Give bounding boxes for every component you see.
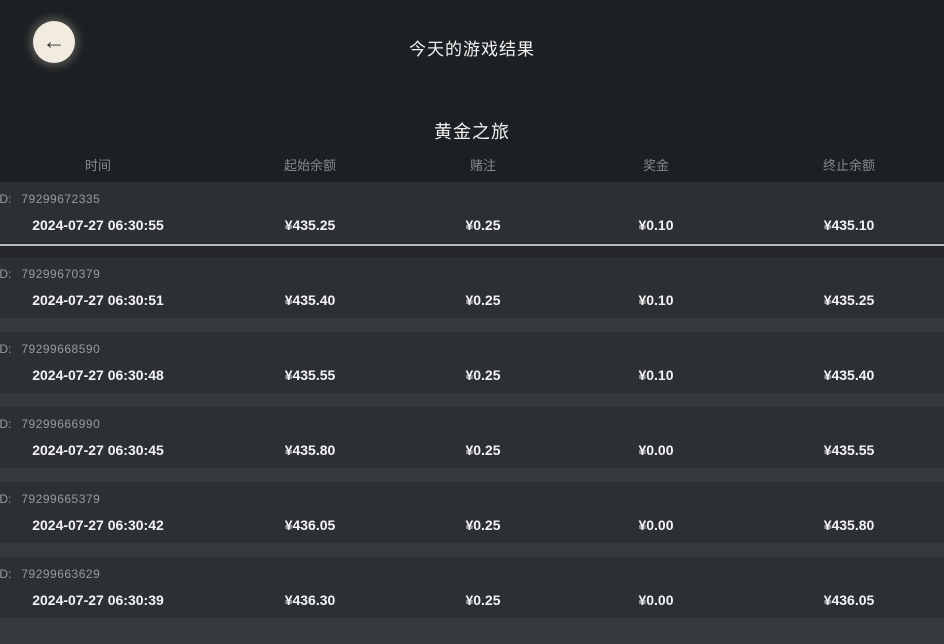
cell-time: 2024-07-27 06:30:48 — [32, 367, 164, 383]
cell-prize: ¥0.00 — [638, 442, 674, 458]
round-id-value: 79299668590 — [21, 342, 101, 356]
cell-end-balance: ¥435.55 — [823, 442, 875, 458]
col-header-time: 时间 — [84, 158, 111, 173]
cell-time: 2024-07-27 06:30:42 — [32, 517, 164, 533]
cell-prize: ¥0.00 — [638, 517, 674, 533]
round-id: ID: 79299666990 — [0, 417, 944, 431]
cell-bet: ¥0.25 — [465, 517, 501, 533]
cell-time: 2024-07-27 06:30:51 — [32, 292, 164, 308]
top-bar: ← 今天的游戏结果 — [0, 0, 944, 86]
horizontal-scrollbar-thumb[interactable] — [0, 244, 944, 246]
cell-bet: ¥0.25 — [465, 217, 501, 233]
round-id-label: ID: — [0, 267, 12, 281]
cell-start-balance: ¥436.05 — [284, 517, 336, 533]
back-button[interactable]: ← — [33, 21, 75, 63]
round-id: ID: 79299672335 — [0, 192, 944, 206]
cell-end-balance: ¥435.10 — [823, 217, 875, 233]
table-row[interactable]: ID: 79299666990 2024-07-27 06:30:45 ¥435.… — [0, 407, 944, 468]
cell-end-balance: ¥435.25 — [823, 292, 875, 308]
round-id-value: 79299663629 — [21, 567, 101, 581]
cell-end-balance: ¥435.40 — [823, 367, 875, 383]
cell-bet: ¥0.25 — [465, 592, 501, 608]
table-row[interactable]: ID: 79299663629 2024-07-27 06:30:39 ¥436.… — [0, 557, 944, 618]
cell-prize: ¥0.10 — [638, 217, 674, 233]
cell-time: 2024-07-27 06:30:45 — [32, 442, 164, 458]
round-id-value: 79299665379 — [21, 492, 101, 506]
round-id-label: ID: — [0, 342, 12, 356]
cell-end-balance: ¥436.05 — [823, 592, 875, 608]
row-separator — [0, 243, 944, 257]
col-header-prize: 奖金 — [642, 158, 669, 173]
round-id-label: ID: — [0, 417, 12, 431]
round-id-label: ID: — [0, 567, 12, 581]
cell-bet: ¥0.25 — [465, 367, 501, 383]
round-id: ID: 79299663629 — [0, 567, 944, 581]
cell-time: 2024-07-27 06:30:39 — [32, 592, 164, 608]
table-row[interactable]: ID: 79299665379 2024-07-27 06:30:42 ¥436.… — [0, 482, 944, 543]
cell-start-balance: ¥435.40 — [284, 292, 336, 308]
cell-prize: ¥0.00 — [638, 592, 674, 608]
round-id: ID: 79299670379 — [0, 267, 944, 281]
cell-prize: ¥0.10 — [638, 367, 674, 383]
round-id-value: 79299670379 — [21, 267, 101, 281]
col-header-bet: 赌注 — [469, 158, 496, 173]
cell-start-balance: ¥436.30 — [284, 592, 336, 608]
table-row[interactable]: ID: 79299672335 2024-07-27 06:30:55 ¥435.… — [0, 182, 944, 243]
round-id-label: ID: — [0, 492, 12, 506]
cell-start-balance: ¥435.25 — [284, 217, 336, 233]
cell-end-balance: ¥435.80 — [823, 517, 875, 533]
col-header-start-balance: 起始余额 — [283, 158, 336, 173]
round-id-value: 79299666990 — [21, 417, 101, 431]
table-row[interactable]: ID: 79299670379 2024-07-27 06:30:51 ¥435.… — [0, 257, 944, 318]
round-id-value: 79299672335 — [21, 192, 101, 206]
table-column-headers: 时间 起始余额 赌注 奖金 终止余额 — [0, 155, 944, 173]
round-id-label: ID: — [0, 192, 12, 206]
col-header-end-balance: 终止余额 — [822, 158, 875, 173]
cell-bet: ¥0.25 — [465, 442, 501, 458]
game-name-title: 黄金之旅 — [434, 122, 510, 142]
cell-time: 2024-07-27 06:30:55 — [32, 217, 164, 233]
round-id: ID: 79299665379 — [0, 492, 944, 506]
table-row[interactable]: ID: 79299668590 2024-07-27 06:30:48 ¥435.… — [0, 332, 944, 393]
arrow-left-icon: ← — [42, 27, 66, 54]
cell-start-balance: ¥435.80 — [284, 442, 336, 458]
results-table: ID: 79299672335 2024-07-27 06:30:55 ¥435.… — [0, 182, 944, 644]
page-title: 今天的游戏结果 — [409, 40, 535, 59]
cell-start-balance: ¥435.55 — [284, 367, 336, 383]
round-id: ID: 79299668590 — [0, 342, 944, 356]
cell-prize: ¥0.10 — [638, 292, 674, 308]
cell-bet: ¥0.25 — [465, 292, 501, 308]
